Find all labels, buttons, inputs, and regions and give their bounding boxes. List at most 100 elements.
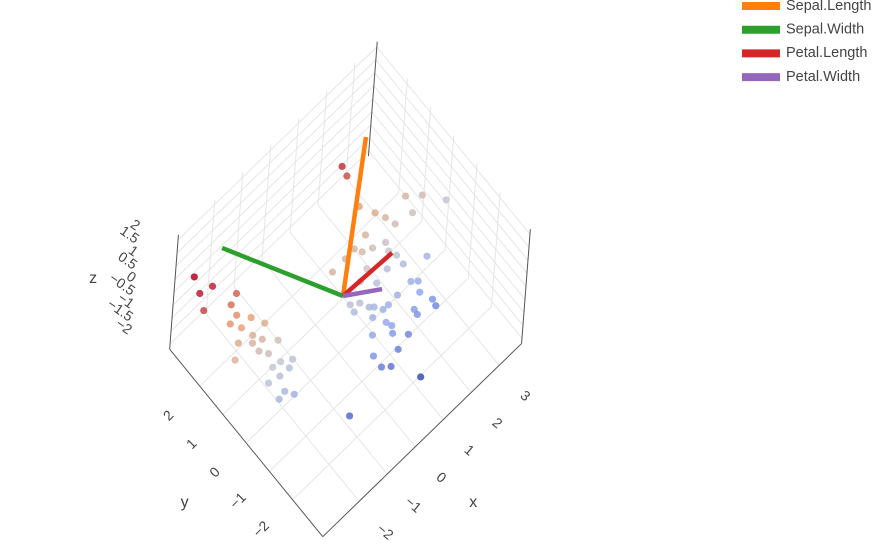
data-point <box>264 379 273 387</box>
data-point <box>281 387 289 395</box>
data-point <box>356 299 364 307</box>
grid-line <box>171 124 372 319</box>
data-point <box>368 331 377 339</box>
data-point <box>369 352 378 360</box>
grid-line <box>169 150 370 345</box>
data-point <box>289 355 297 363</box>
grid-line <box>173 98 374 293</box>
y-axis-title: y <box>181 494 189 511</box>
y-tick-label: 1 <box>183 435 200 452</box>
grid-line <box>373 85 528 274</box>
grid-line <box>199 192 399 387</box>
x-tick-label: 1 <box>461 441 477 458</box>
data-point <box>231 356 239 364</box>
data-point <box>350 308 358 316</box>
grid-line <box>376 46 531 235</box>
data-point <box>269 363 277 371</box>
z-tick-label: −2 <box>113 315 135 337</box>
data-point <box>389 329 397 337</box>
data-point <box>258 335 266 343</box>
data-point <box>407 277 415 286</box>
axis-edge <box>169 234 179 350</box>
grid-line <box>175 72 376 267</box>
data-point <box>381 238 390 246</box>
loading-line <box>221 245 344 299</box>
axis-edge <box>521 229 531 344</box>
grid-line <box>374 72 529 261</box>
grid-line <box>172 111 373 306</box>
data-point <box>275 395 283 403</box>
x-tick-label: 2 <box>489 414 505 431</box>
data-point <box>399 260 407 268</box>
grid-line <box>369 137 524 326</box>
data-point <box>276 372 284 380</box>
data-point <box>247 313 255 322</box>
data-point <box>190 273 198 281</box>
axis-edge <box>367 41 378 157</box>
grid-layer <box>169 41 531 538</box>
data-point <box>365 303 373 311</box>
data-point <box>377 363 386 371</box>
data-point <box>350 245 358 253</box>
x-tick-label: −2 <box>374 520 397 543</box>
axis-edge <box>322 343 522 538</box>
loading-line <box>340 136 369 297</box>
data-point <box>393 291 402 299</box>
grid-line <box>370 124 525 313</box>
data-point <box>285 364 293 372</box>
data-point <box>394 345 402 353</box>
data-point <box>373 279 381 287</box>
data-point <box>343 172 351 180</box>
grid-line <box>170 137 371 332</box>
data-point <box>200 306 208 315</box>
y-tick-label: 0 <box>206 463 223 480</box>
x-tick-label: 3 <box>517 387 533 404</box>
x-tick-label: 0 <box>433 469 449 486</box>
data-point <box>384 301 393 309</box>
data-point <box>237 324 246 332</box>
data-point <box>345 412 354 420</box>
data-point <box>371 209 379 217</box>
x-axis-title: x <box>469 494 477 511</box>
data-point <box>232 289 241 298</box>
data-point <box>208 282 217 290</box>
data-point <box>383 265 391 273</box>
data-point <box>277 358 285 366</box>
data-point <box>418 191 426 199</box>
loading-line <box>342 286 383 299</box>
data-point <box>249 331 257 339</box>
data-point <box>368 244 377 252</box>
data-point <box>261 319 269 327</box>
grid-line <box>174 85 375 280</box>
data-point <box>408 209 417 217</box>
labels-layer: −2−10123−2−1012−2−1.5−1−0.500.511.52xyzS… <box>89 0 871 543</box>
data-point <box>381 214 390 222</box>
legend-label: Sepal.Length <box>786 0 871 14</box>
data-point <box>346 301 354 309</box>
grid-line <box>372 98 527 287</box>
data-point <box>401 192 410 200</box>
data-point <box>432 302 440 310</box>
data-point <box>248 339 257 347</box>
y-tick-label: −1 <box>226 489 249 512</box>
data-point <box>413 310 421 319</box>
data-point <box>338 162 346 171</box>
data-point <box>428 295 437 303</box>
z-axis-title: z <box>89 270 97 287</box>
marks-layer <box>190 136 450 420</box>
grid-line <box>292 306 492 501</box>
data-point <box>391 220 399 228</box>
data-point <box>196 289 204 298</box>
data-point <box>414 277 422 285</box>
data-point <box>404 330 413 338</box>
grid-line <box>176 59 377 254</box>
data-point <box>274 336 282 344</box>
data-point <box>290 390 298 398</box>
data-point <box>358 248 366 256</box>
loading-line <box>341 251 394 298</box>
data-point <box>423 252 431 260</box>
data-point <box>387 362 395 371</box>
data-point <box>226 320 234 328</box>
grid-line <box>368 150 523 339</box>
